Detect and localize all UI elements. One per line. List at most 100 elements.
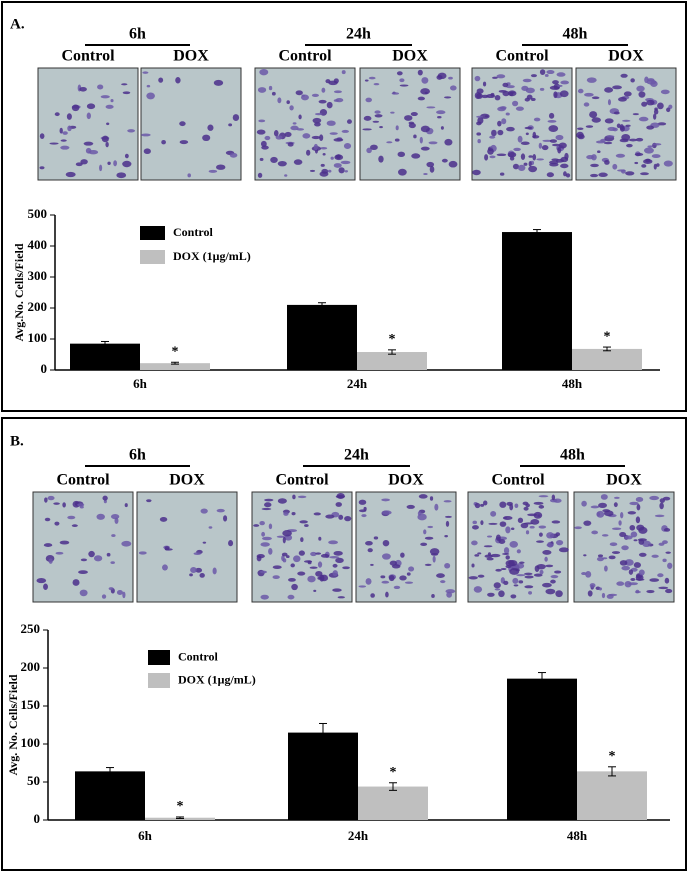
cell [116,589,123,596]
cell [530,74,537,78]
cell [85,147,92,154]
cell [620,73,628,78]
cell [490,553,501,558]
cell [363,115,372,121]
panel-frame [1,1,687,412]
cell [72,579,80,586]
cell [518,580,524,584]
cell [298,114,302,120]
cell [560,163,569,169]
cell [523,506,529,511]
time-header: 24h [344,447,369,464]
cell [338,514,344,520]
cell [67,125,72,132]
cell [175,77,181,84]
cell [515,106,524,111]
cell [195,567,203,573]
time-header: 24h [346,26,371,43]
cell [662,496,671,501]
cell [420,146,430,151]
condition-label: Control [61,48,115,65]
cell [627,511,637,515]
cell [332,570,338,577]
cell [65,171,76,178]
cell [652,143,662,146]
cell [662,558,667,563]
cell [590,173,599,178]
x-tick-label: 48h [567,828,588,843]
cell [306,149,311,156]
cell [505,564,512,569]
cell [297,495,307,499]
cell [628,582,639,586]
cell [395,125,399,131]
cell [54,521,60,526]
cell [437,116,442,119]
micrograph [140,67,242,181]
cell [83,141,94,146]
error-bar [608,766,616,777]
cell [329,555,340,559]
cell [482,81,487,87]
cell [325,514,335,519]
cell [199,573,205,578]
cell [507,151,517,158]
cell [411,153,421,159]
cell [423,172,428,176]
cell [288,577,296,582]
cell [388,574,395,582]
cell [59,540,70,545]
cell [644,76,649,84]
cell [509,503,514,511]
cell [420,542,428,547]
cell [628,569,634,575]
cell [468,576,478,580]
cell [591,154,597,161]
cell [426,161,435,168]
cell [212,567,217,575]
cell [99,164,103,172]
cell [105,104,114,109]
cell [428,141,438,145]
cell [513,147,521,152]
cell [524,575,534,579]
cell [207,124,214,131]
error-bar [176,816,184,819]
cell [495,534,501,542]
cell [635,589,640,594]
cell [471,540,478,546]
cell [598,502,607,509]
cell [600,494,608,500]
cell [315,552,322,555]
cell [476,88,484,94]
cell [534,565,540,572]
cell [317,561,323,568]
cell [259,68,269,76]
cell [585,125,594,128]
cell [471,563,475,568]
cell [498,90,507,93]
cell [541,144,549,151]
cell [146,499,152,503]
cell [346,119,352,124]
cell [257,172,263,178]
cell [632,113,639,116]
cell [533,573,543,577]
micrograph [251,491,353,603]
cell [281,552,288,557]
condition-label: DOX [606,472,642,489]
cell [499,172,505,176]
cell [544,74,549,77]
cell [138,551,147,555]
cell [429,496,434,501]
cell [538,532,543,537]
cell [77,503,85,507]
cell [374,110,381,114]
micrograph [136,491,238,603]
legend-label: DOX (1μg/mL) [178,672,256,686]
cell [417,69,423,76]
cell [490,92,495,97]
panel-label: A. [10,16,25,32]
cell [523,162,528,166]
legend-swatch [140,226,165,240]
